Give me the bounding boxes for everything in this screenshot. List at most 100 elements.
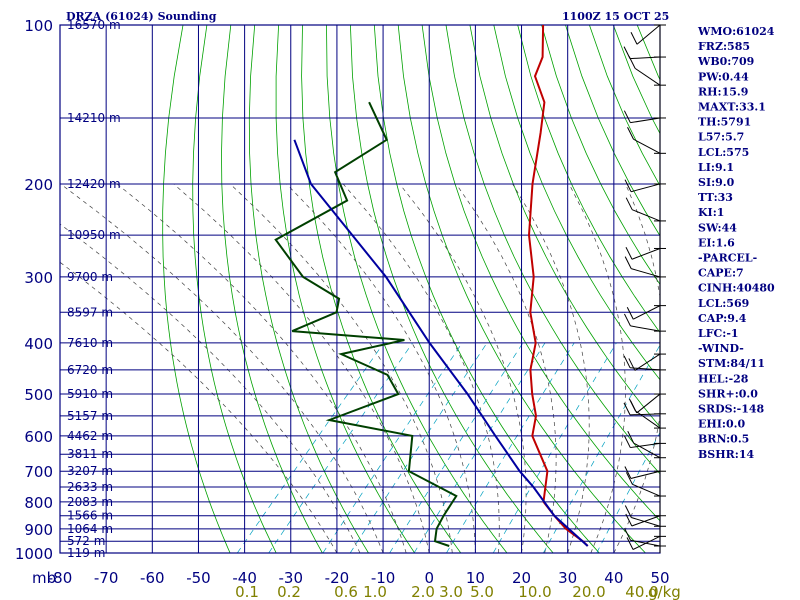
grid-lines (59, 24, 661, 554)
moist-adiabat (173, 183, 430, 553)
stat-line: RH:15.9 (698, 85, 748, 98)
height-label: 5157 m (67, 409, 113, 423)
wind-barb-flag (625, 247, 633, 260)
y-tick-label: 900 (24, 521, 53, 539)
x-tick-label: -30 (279, 569, 304, 587)
temperature-trace (527, 25, 589, 547)
y-tick-label: 600 (24, 428, 53, 446)
mixing-ratio-line (492, 342, 617, 553)
wind-barb-flag (628, 56, 636, 69)
x-tick-label: -10 (371, 569, 396, 587)
wind-barb-flag (630, 32, 638, 45)
x-tick-label: 40 (604, 569, 623, 587)
dry-adiabat (162, 25, 231, 553)
wind-barb-flag (626, 537, 634, 550)
height-label: 3811 m (67, 447, 113, 461)
stat-line: BRN:0.5 (698, 433, 749, 446)
wind-barb (636, 24, 661, 45)
mixing-ratio-label: 20.0 (572, 583, 605, 600)
wind-barb (631, 268, 661, 278)
stat-line: LI:9.1 (698, 161, 734, 174)
wind-barb-flag (625, 197, 633, 210)
moist-adiabat (512, 183, 590, 553)
wind-barb (633, 138, 661, 154)
plot-frame (59, 24, 661, 554)
moist-adiabat (116, 183, 407, 553)
y-tick-label: 200 (24, 176, 53, 194)
wind-barb (633, 305, 661, 320)
height-label: 1064 m (67, 522, 113, 536)
wind-barb-flag (628, 398, 636, 412)
wind-barb (630, 470, 661, 479)
stat-line: -WIND- (698, 342, 744, 355)
x-tick-label: -60 (140, 569, 165, 587)
stat-line: KI:1 (698, 206, 724, 219)
mixing-ratio-label: 5.0 (470, 583, 494, 600)
stat-line: WB0:709 (697, 55, 754, 68)
x-tick-label: 50 (650, 569, 669, 587)
mixing-ratio-label: 10.0 (518, 583, 551, 600)
mixing-ratio-label: 2.0 (411, 583, 435, 600)
dry-adiabat (248, 25, 369, 553)
wind-barb (634, 67, 661, 86)
height-label: 14210 m (67, 111, 121, 125)
stat-line: LCL:569 (698, 297, 749, 310)
y-tick-label: 700 (24, 463, 53, 481)
wind-barb-flag (624, 505, 632, 518)
mixing-ratio-label: 1.0 (363, 583, 387, 600)
moist-adiabat (60, 183, 384, 553)
mixing-ratio-label: 0.1 (235, 583, 259, 600)
wind-barb-flag (627, 127, 634, 140)
wind-barb (630, 56, 661, 60)
wind-barb-flag (624, 179, 632, 192)
wind-barb (630, 442, 661, 449)
stats-panel: WMO:61024 FRZ:585 WB0:709 PW:0.44 RH:15.9 MAX… (697, 25, 775, 461)
wind-barb (631, 209, 661, 222)
stat-line: MAXT:33.1 (698, 101, 766, 114)
parcel-trace (293, 139, 589, 547)
height-label: 2083 m (67, 495, 113, 509)
y-tick-label: 500 (24, 386, 53, 404)
wind-barb-flag (625, 513, 633, 527)
stat-line: SHR+:0.0 (698, 387, 758, 400)
stat-line: HEL:-28 (698, 372, 749, 385)
stat-line: CAPE:7 (698, 267, 744, 280)
mixing-ratio-label: 0.6 (334, 583, 358, 600)
adiabat-lines (60, 25, 660, 553)
y-tick-label: 400 (24, 335, 53, 353)
stat-line: CAP:9.4 (698, 312, 747, 325)
wind-barb-flag (624, 256, 632, 269)
wind-barb-flag (628, 358, 636, 371)
stat-line: CINH:40480 (698, 282, 775, 295)
stat-line: -PARCEL- (698, 252, 757, 265)
mixing-ratio-label: 3.0 (439, 583, 463, 600)
x-tick-label: 0 (424, 569, 434, 587)
y-tick-label: 100 (24, 17, 53, 35)
stat-line: LFC:-1 (698, 327, 739, 340)
wind-barb (630, 539, 661, 547)
sounding-traces (274, 25, 589, 547)
height-label: 10950 m (67, 228, 121, 242)
wind-barb-flag (623, 110, 631, 123)
dry-adiabat (445, 25, 660, 475)
height-label: 9700 m (67, 270, 113, 284)
wind-barb-flag (625, 472, 633, 485)
mixing-ratio-line (349, 342, 488, 553)
stat-line: TH:5791 (698, 116, 751, 129)
height-label: 7610 m (67, 336, 113, 350)
y-tick-label: 300 (24, 269, 53, 287)
wind-barb (630, 367, 661, 371)
stat-line: SRDS:-148 (698, 403, 765, 416)
moist-adiabat (399, 183, 527, 553)
height-labels: 16570 m 14210 m 12420 m 10950 m 9700 m 8597 m… (67, 18, 121, 560)
moist-adiabat (455, 183, 557, 553)
dry-adiabat (326, 25, 508, 553)
height-label: 8597 m (67, 305, 113, 319)
height-label: 2633 m (67, 480, 113, 494)
wind-barb-flag (624, 313, 631, 327)
wind-barb-flag (626, 307, 634, 320)
x-tick-label: -50 (186, 569, 211, 587)
wind-barb (634, 353, 661, 371)
stat-line: WMO:61024 (697, 25, 775, 38)
height-label: 4462 m (67, 429, 113, 443)
